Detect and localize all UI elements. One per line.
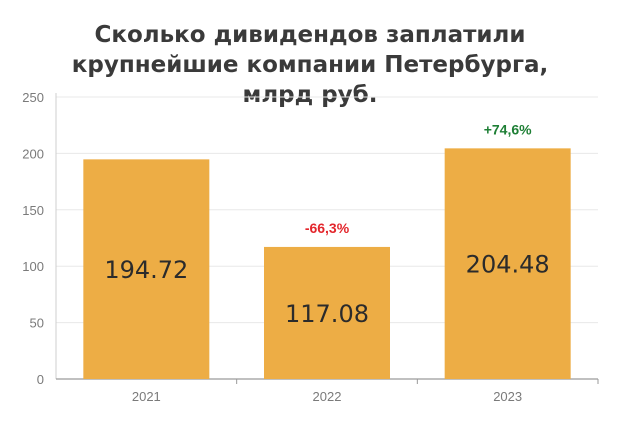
- y-tick-label: 150: [22, 203, 44, 218]
- y-tick-label: 250: [22, 90, 44, 105]
- y-tick-label: 200: [22, 146, 44, 161]
- bar-value-label: 194.72: [104, 256, 188, 284]
- chart-title-line-1: Сколько дивидендов заплатили: [94, 22, 526, 48]
- change-label: -66,3%: [305, 220, 350, 236]
- x-tick-label: 2023: [493, 389, 522, 404]
- bar-2023: [444, 148, 571, 379]
- bar-2022: [264, 246, 390, 379]
- x-tick-label: 2021: [132, 389, 161, 404]
- bar-value-label: 204.48: [466, 251, 550, 279]
- x-tick-label: 2022: [313, 389, 342, 404]
- bar-value-label: 117.08: [285, 300, 369, 328]
- bar-2021: [83, 159, 210, 379]
- change-label: +74,6%: [484, 121, 532, 137]
- chart-title-line-3: млрд руб.: [242, 82, 378, 108]
- y-tick-label: 0: [37, 372, 44, 387]
- y-tick-label: 50: [30, 316, 44, 331]
- y-tick-label: 100: [22, 259, 44, 274]
- chart-title: Сколько дивидендов заплатили крупнейшие …: [60, 20, 560, 110]
- chart-title-line-2: крупнейшие компании Петербурга,: [71, 52, 549, 78]
